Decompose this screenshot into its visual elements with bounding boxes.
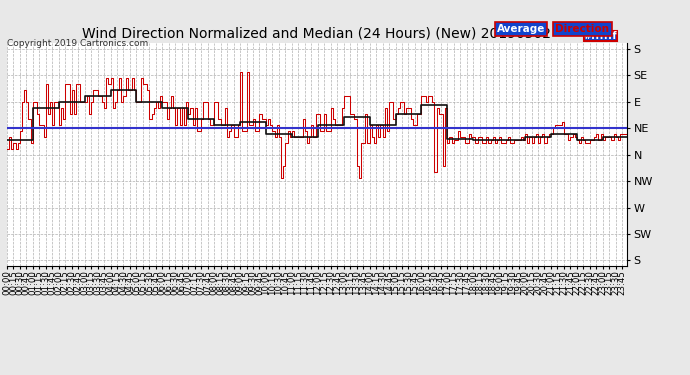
Text: Average: Average xyxy=(497,24,545,34)
Text: Direction: Direction xyxy=(555,24,609,34)
Text: Copyright 2019 Cartronics.com: Copyright 2019 Cartronics.com xyxy=(7,39,148,48)
Text: #ffffff: #ffffff xyxy=(584,31,618,41)
Title: Wind Direction Normalized and Median (24 Hours) (New) 20190502: Wind Direction Normalized and Median (24… xyxy=(82,27,551,40)
